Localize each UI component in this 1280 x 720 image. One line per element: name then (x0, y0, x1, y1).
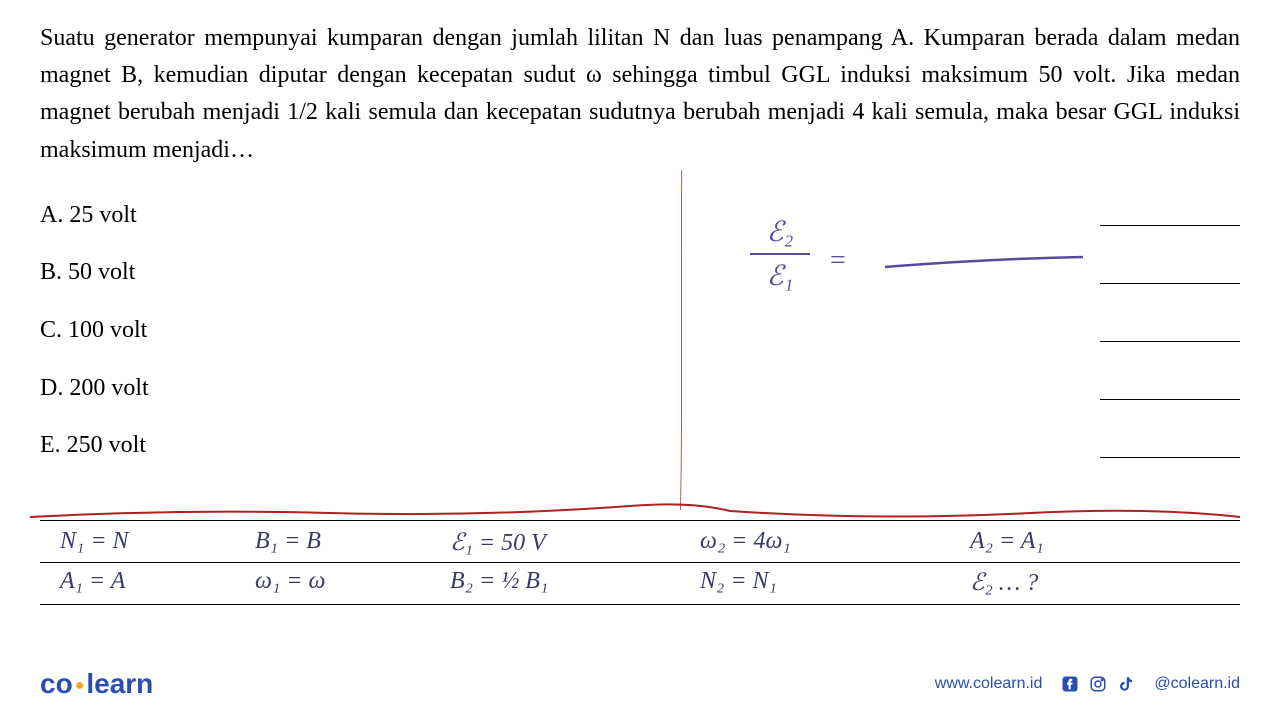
option-a: A. 25 volt (40, 187, 1240, 245)
work-w2: ω₂ = 4ω₁ (700, 528, 791, 555)
underline-stroke (885, 255, 1085, 275)
logo-co: co (40, 668, 73, 699)
work-a1: A₁ = A (60, 568, 125, 595)
work-hline (40, 520, 1240, 521)
footer: co●learn www.colearn.id @colearn.id (40, 668, 1240, 700)
ruled-line (1100, 225, 1240, 226)
facebook-icon (1060, 674, 1080, 694)
vertical-separator (680, 170, 683, 510)
answer-lines (1100, 225, 1240, 515)
option-d: D. 200 volt (40, 360, 1240, 418)
options-list: A. 25 volt B. 50 volt C. 100 volt D. 200… (40, 187, 1240, 475)
logo-learn: learn (86, 668, 153, 699)
ruled-line (1100, 457, 1240, 458)
logo-dot: ● (75, 677, 85, 694)
work-n1: N₁ = N (60, 528, 129, 555)
work-b2: B₂ = ½ B₁ (450, 568, 548, 595)
work-b1: B₁ = B (255, 528, 321, 555)
fraction-annotation: ℰ₂ ℰ₁ (750, 215, 810, 293)
tiktok-icon (1116, 674, 1136, 694)
option-e: E. 250 volt (40, 417, 1240, 475)
footer-right: www.colearn.id @colearn.id (935, 674, 1240, 694)
question-text: Suatu generator mempunyai kumparan denga… (40, 20, 1240, 169)
work-e2: ℰ₂ … ? (970, 568, 1038, 597)
fraction-denominator: ℰ₁ (750, 259, 810, 293)
work-e1: ℰ₁ = 50 V (450, 528, 546, 557)
ruled-line (1100, 399, 1240, 400)
work-hline (40, 562, 1240, 563)
equals-sign: = (830, 245, 846, 277)
logo: co●learn (40, 668, 153, 700)
instagram-icon (1088, 674, 1108, 694)
footer-url: www.colearn.id (935, 675, 1043, 693)
work-a2: A₂ = A₁ (970, 528, 1044, 555)
fraction-bar (750, 253, 810, 255)
work-n2: N₂ = N₁ (700, 568, 777, 595)
work-hline (40, 604, 1240, 605)
option-c: C. 100 volt (40, 302, 1240, 360)
ruled-line (1100, 341, 1240, 342)
ruled-line (1100, 283, 1240, 284)
fraction-numerator: ℰ₂ (750, 215, 810, 249)
social-icons (1060, 674, 1136, 694)
footer-handle: @colearn.id (1154, 675, 1240, 693)
work-w1: ω₁ = ω (255, 568, 325, 595)
